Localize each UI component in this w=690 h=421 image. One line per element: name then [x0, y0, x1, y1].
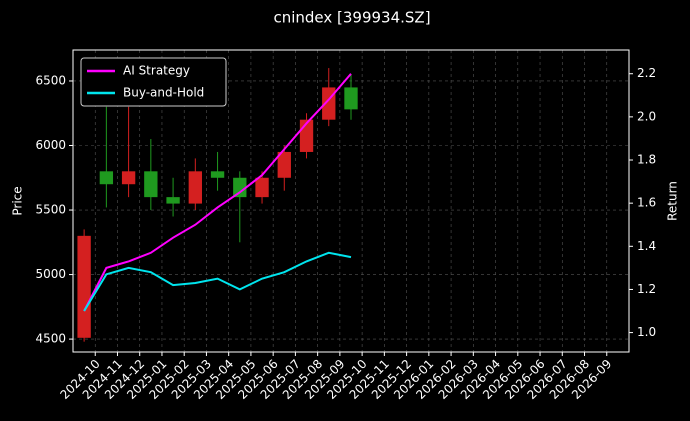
y2-tick-label: 1.0	[637, 325, 656, 339]
y2-tick-label: 1.8	[637, 153, 656, 167]
y-tick-label: 6000	[35, 138, 66, 152]
legend-label: Buy-and-Hold	[123, 86, 204, 100]
candle-body	[255, 177, 269, 198]
y2-axis-label: Return	[666, 181, 680, 221]
y-axis-label: Price	[11, 186, 25, 215]
candle-body	[188, 171, 202, 204]
candle-body	[233, 177, 247, 198]
candle-body	[144, 171, 158, 198]
candle-body	[344, 87, 358, 110]
legend-box	[80, 57, 227, 107]
y2-tick-label: 2.2	[637, 66, 656, 80]
candle-body	[77, 235, 91, 338]
y-tick-label: 5000	[35, 267, 66, 281]
y-tick-label: 4500	[35, 332, 66, 346]
legend-label: AI Strategy	[123, 64, 190, 78]
y-tick-label: 5500	[35, 203, 66, 217]
candle-body	[210, 171, 225, 178]
y2-tick-label: 1.4	[637, 239, 656, 253]
candle-body	[166, 197, 180, 204]
chart-title: cnindex [399934.SZ]	[273, 9, 430, 27]
candle-body	[277, 151, 291, 178]
line-series	[83, 73, 352, 312]
y2-tick-label: 2.0	[637, 109, 656, 123]
candle-body	[99, 171, 114, 185]
line-series	[83, 251, 352, 312]
candle-body	[121, 171, 136, 185]
y2-tick-label: 1.2	[637, 282, 656, 296]
plot-frame	[72, 49, 630, 353]
y2-tick-label: 1.6	[637, 196, 656, 210]
y-tick-label: 6500	[35, 73, 66, 87]
